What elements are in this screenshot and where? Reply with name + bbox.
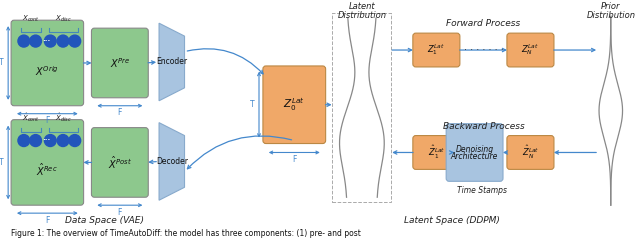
Text: $\hat{Z}_N^{Lat}$: $\hat{Z}_N^{Lat}$ xyxy=(522,144,539,161)
Circle shape xyxy=(44,134,56,147)
Circle shape xyxy=(18,134,29,147)
Circle shape xyxy=(57,134,69,147)
FancyBboxPatch shape xyxy=(507,136,554,169)
Text: F: F xyxy=(292,155,296,164)
Text: $\hat{X}_{cont}$: $\hat{X}_{cont}$ xyxy=(22,111,40,124)
Text: Time Stamps: Time Stamps xyxy=(458,186,508,195)
Circle shape xyxy=(44,35,56,47)
FancyBboxPatch shape xyxy=(92,128,148,197)
Text: $\mathit{X}^{Orig}$: $\mathit{X}^{Orig}$ xyxy=(35,64,60,78)
Polygon shape xyxy=(159,123,184,200)
FancyBboxPatch shape xyxy=(92,28,148,98)
Text: Latent Space (DDPM): Latent Space (DDPM) xyxy=(404,216,499,225)
FancyBboxPatch shape xyxy=(413,136,460,169)
Text: Architecture: Architecture xyxy=(451,152,499,161)
FancyBboxPatch shape xyxy=(263,66,326,144)
Text: F: F xyxy=(118,108,122,117)
FancyBboxPatch shape xyxy=(11,120,84,205)
Text: Forward Process: Forward Process xyxy=(446,19,520,28)
Polygon shape xyxy=(159,23,184,101)
Text: Figure 1: The overview of TimeAutoDiff: the model has three components: (1) pre-: Figure 1: The overview of TimeAutoDiff: … xyxy=(11,228,361,238)
FancyBboxPatch shape xyxy=(507,33,554,67)
Text: T: T xyxy=(0,158,4,167)
Circle shape xyxy=(18,35,29,47)
Text: $Z_0^{Lat}$: $Z_0^{Lat}$ xyxy=(284,96,305,113)
Text: $Z_N^{Lat}$: $Z_N^{Lat}$ xyxy=(522,43,540,58)
Text: $X_{disc}$: $X_{disc}$ xyxy=(54,14,72,24)
Text: T: T xyxy=(250,100,255,109)
Text: $X_{cont}$: $X_{cont}$ xyxy=(22,14,40,24)
Text: Backward Process: Backward Process xyxy=(442,122,524,131)
Circle shape xyxy=(69,35,81,47)
Text: Data Space (VAE): Data Space (VAE) xyxy=(65,216,143,225)
Text: Prior: Prior xyxy=(601,2,621,11)
Text: Encoder: Encoder xyxy=(156,57,188,67)
Text: Distribution: Distribution xyxy=(337,11,387,20)
Text: Denoising: Denoising xyxy=(456,145,493,154)
Text: $\hat{X}^{Rec}$: $\hat{X}^{Rec}$ xyxy=(36,162,58,179)
Text: $\hat{X}_{disc}$: $\hat{X}_{disc}$ xyxy=(54,111,72,124)
Circle shape xyxy=(29,35,42,47)
Text: F: F xyxy=(45,116,49,125)
FancyBboxPatch shape xyxy=(11,20,84,106)
Text: $\hat{X}^{Post}$: $\hat{X}^{Post}$ xyxy=(108,154,132,171)
Text: F: F xyxy=(118,208,122,217)
Text: $Z_1^{Lat}$: $Z_1^{Lat}$ xyxy=(428,43,445,58)
Text: ···: ··· xyxy=(42,138,51,144)
Text: · · · · · · ·: · · · · · · · xyxy=(463,45,503,55)
Text: T: T xyxy=(0,59,4,67)
Text: Decoder: Decoder xyxy=(156,157,188,166)
Text: $\hat{Z}_1^{Lat}$: $\hat{Z}_1^{Lat}$ xyxy=(428,144,445,161)
Circle shape xyxy=(69,134,81,147)
Circle shape xyxy=(57,35,69,47)
Text: F: F xyxy=(45,216,49,225)
Text: Distribution: Distribution xyxy=(586,11,636,20)
Text: ···: ··· xyxy=(42,38,51,44)
Circle shape xyxy=(29,134,42,147)
FancyBboxPatch shape xyxy=(446,124,503,181)
Bar xyxy=(333,13,391,202)
Text: Latent: Latent xyxy=(349,2,375,11)
FancyBboxPatch shape xyxy=(413,33,460,67)
Text: $\mathit{X}^{Pre}$: $\mathit{X}^{Pre}$ xyxy=(109,56,130,70)
